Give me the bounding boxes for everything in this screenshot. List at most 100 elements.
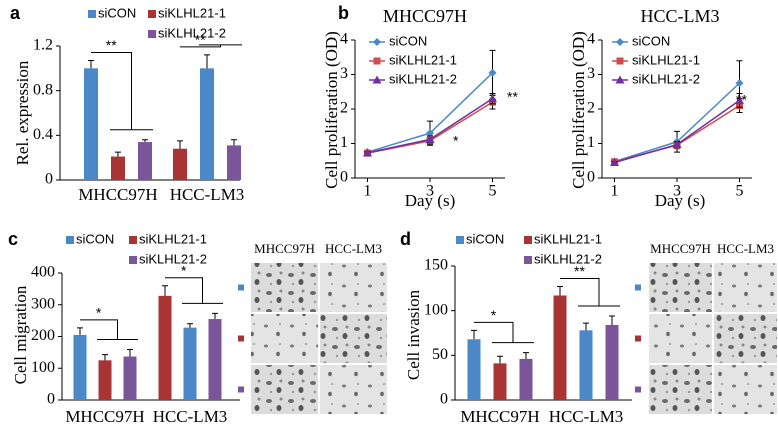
y-tick-label: 2 <box>340 100 348 117</box>
y-tick-label: 4 <box>587 31 595 48</box>
bar <box>605 324 619 400</box>
legend-swatch <box>456 236 464 244</box>
bar <box>493 363 507 400</box>
error-bar <box>212 312 218 320</box>
significance-label: * <box>181 262 187 278</box>
error-bar <box>187 323 193 328</box>
bar <box>98 360 112 400</box>
significance-bracket <box>560 278 620 307</box>
image-header: MHCC97H <box>650 241 711 256</box>
x-tick-label: MHCC97H <box>78 185 157 204</box>
bar <box>553 295 567 400</box>
bar <box>579 330 593 400</box>
y-tick-label: 200 <box>31 327 55 344</box>
micrograph <box>649 365 712 414</box>
chart-title: HCC-LM3 <box>640 6 719 26</box>
micrograph <box>649 263 712 312</box>
legend-label: siKLHL21-2 <box>139 251 207 266</box>
y-tick-label: 50 <box>432 346 448 363</box>
error-bar <box>88 60 94 69</box>
y-tick-label: 400 <box>31 264 55 281</box>
bar <box>84 68 98 180</box>
x-tick-label: 3 <box>673 183 681 200</box>
image-header: MHCC97H <box>254 241 315 256</box>
error-bar <box>523 352 529 359</box>
bar <box>111 156 125 180</box>
y-tick-label: 1 <box>340 134 348 151</box>
legend-label: siKLHL21-2 <box>158 25 226 40</box>
error-bar <box>177 140 183 149</box>
data-point <box>488 94 497 103</box>
y-tick-label: 150 <box>424 257 448 274</box>
legend-label: siKLHL21-2 <box>389 71 457 86</box>
row-marker <box>238 284 244 291</box>
y-tick-label: 1.2 <box>33 37 53 54</box>
error-bar <box>609 315 615 325</box>
error-bar <box>583 322 589 331</box>
y-tick-label: 3 <box>587 65 595 82</box>
y-tick-label: 3 <box>340 65 348 82</box>
legend-swatch <box>88 10 96 18</box>
error-bar <box>231 139 237 146</box>
significance-bracket <box>80 319 138 341</box>
significance-label: ** <box>507 89 518 105</box>
micrograph <box>320 263 387 312</box>
legend-swatch <box>148 10 156 18</box>
legend-swatch <box>66 236 74 244</box>
row-marker <box>635 284 641 291</box>
bar <box>73 334 87 400</box>
micrograph <box>251 263 318 312</box>
legend-label: siKLHL21-2 <box>632 71 700 86</box>
data-point <box>735 79 744 88</box>
x-tick-label: HCC-LM3 <box>170 185 245 204</box>
chart-title: MHCC97H <box>383 6 467 26</box>
significance-label: * <box>491 307 497 323</box>
error-bar <box>204 54 210 69</box>
micrograph <box>251 365 318 414</box>
legend-marker <box>372 75 382 84</box>
bar <box>173 148 187 180</box>
legend-marker <box>616 57 624 65</box>
error-bar <box>115 151 121 157</box>
panel-letter: b <box>338 3 349 23</box>
micrograph <box>714 365 777 414</box>
y-tick-label: 0 <box>340 169 348 186</box>
significance-bracket <box>180 44 242 48</box>
x-axis-label: Day (s) <box>405 191 456 210</box>
significance-label: ** <box>574 263 585 279</box>
x-tick-label: MHCC97H <box>460 407 539 426</box>
x-tick-label: 5 <box>489 183 497 200</box>
data-point <box>363 148 372 157</box>
legend-swatch <box>129 236 137 244</box>
image-header: HCC-LM3 <box>325 241 382 256</box>
bar <box>138 142 152 180</box>
legend-swatch <box>524 236 532 244</box>
legend-label: siKLHL21-1 <box>389 52 457 67</box>
legend-marker <box>373 57 381 65</box>
panel-letter: c <box>8 229 18 249</box>
significance-label: * <box>96 305 102 321</box>
row-marker <box>238 335 244 342</box>
y-axis-label: Rel. expression <box>13 60 32 165</box>
y-tick-label: 300 <box>31 295 55 312</box>
error-bar <box>557 286 563 296</box>
y-axis-label: Cell invasion <box>404 289 423 380</box>
y-tick-label: 100 <box>31 359 55 376</box>
y-tick-label: 0 <box>440 391 448 408</box>
image-header: HCC-LM3 <box>717 241 774 256</box>
data-point <box>610 157 619 166</box>
micrograph <box>320 365 387 414</box>
bar <box>467 339 481 400</box>
data-point <box>426 129 434 138</box>
micrograph <box>320 314 387 363</box>
x-tick-label: 3 <box>426 183 434 200</box>
legend-swatch <box>129 256 137 264</box>
y-tick-label: 1 <box>587 134 595 151</box>
significance-bracket <box>165 277 223 304</box>
significance-bracket <box>91 52 153 131</box>
micrograph <box>649 314 712 363</box>
significance-bracket <box>474 321 534 344</box>
bar <box>208 319 222 400</box>
legend-label: siCON <box>76 231 114 246</box>
